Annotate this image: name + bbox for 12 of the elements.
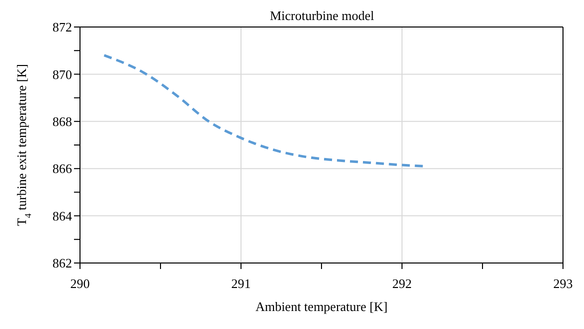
y-tick-label: 872 [52, 20, 72, 35]
x-axis-title: Ambient temperature [K] [255, 299, 388, 314]
chart-title: Microturbine model [270, 8, 375, 23]
x-tick-label: 292 [392, 276, 412, 292]
y-tick-label: 866 [52, 161, 72, 176]
y-tick-label: 870 [52, 66, 72, 82]
y-tick-label: 862 [52, 256, 72, 271]
y-tick-label: 864 [52, 208, 72, 224]
y-tick-label: 868 [52, 114, 72, 130]
x-tick-label: 291 [231, 276, 251, 292]
x-tick-label: 290 [70, 276, 90, 292]
x-tick-label: 293 [553, 276, 573, 292]
